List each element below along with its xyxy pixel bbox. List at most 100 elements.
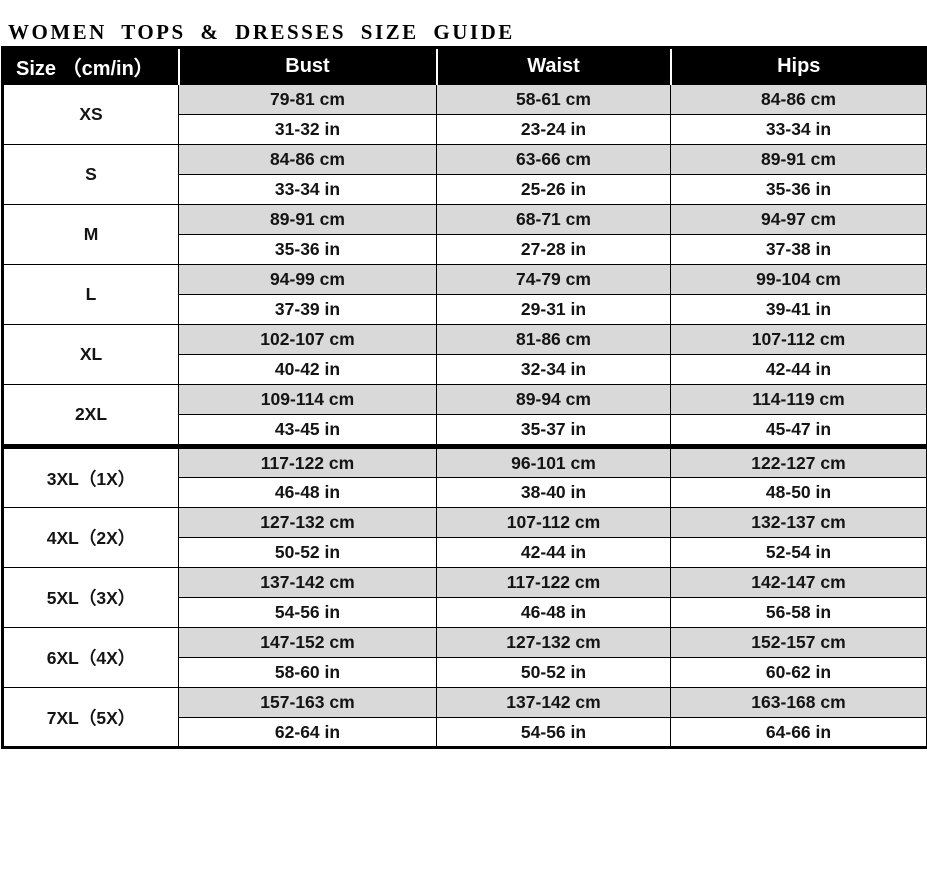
hips-in-cell: 37-38 in [670,234,927,265]
header-row: Size （cm/in） Bust Waist Hips [2,47,927,85]
waist-cm-cell: 74-79 cm [436,264,671,295]
hips-in-cell: 48-50 in [670,477,927,508]
hips-in-cell: 35-36 in [670,174,927,205]
size-row-cm: 3XL（1X） 117-122 cm 96-101 cm 122-127 cm [2,447,927,508]
waist-cm-cell: 63-66 cm [436,144,671,175]
size-label: 6XL（4X） [2,627,179,688]
bust-in-cell: 50-52 in [178,537,437,568]
waist-in-cell: 38-40 in [436,477,671,508]
bust-in-cell: 37-39 in [178,294,437,325]
plus-size-section-divider [2,443,927,449]
size-row-in: 54-56 in 46-48 in 56-58 in [3,597,927,628]
hips-cm-cell: 152-157 cm [670,627,927,658]
hips-cm-cell: 163-168 cm [670,687,927,718]
waist-cm-cell: 117-122 cm [436,567,671,598]
hips-in-cell: 33-34 in [670,114,927,145]
waist-cm-cell: 81-86 cm [436,324,671,355]
size-label: XS [2,84,179,145]
hips-cm-cell: 122-127 cm [670,447,927,478]
hips-in-cell: 42-44 in [670,354,927,385]
size-row-cm: XS 79-81 cm 58-61 cm 84-86 cm [2,84,927,145]
size-row-in: 46-48 in 38-40 in 48-50 in [3,477,927,508]
hips-cm-cell: 114-119 cm [670,384,927,415]
waist-in-cell: 32-34 in [436,354,671,385]
hips-in-cell: 64-66 in [670,717,927,748]
waist-in-cell: 27-28 in [436,234,671,265]
size-label: S [2,144,179,205]
hips-cm-cell: 132-137 cm [670,507,927,538]
waist-cm-cell: 96-101 cm [436,447,671,478]
waist-cm-cell: 58-61 cm [436,84,671,115]
size-row-in: 31-32 in 23-24 in 33-34 in [3,114,927,145]
bust-in-cell: 43-45 in [178,414,437,445]
size-row-cm: M 89-91 cm 68-71 cm 94-97 cm [2,204,927,265]
header-bust: Bust [177,47,437,85]
waist-in-cell: 25-26 in [436,174,671,205]
size-label: 2XL [2,384,179,445]
bust-in-cell: 31-32 in [178,114,437,145]
size-label: 7XL（5X） [2,687,179,748]
bust-cm-cell: 157-163 cm [178,687,437,718]
size-row-in: 58-60 in 50-52 in 60-62 in [3,657,927,688]
size-row-in: 62-64 in 54-56 in 64-66 in [3,717,927,748]
bust-cm-cell: 94-99 cm [178,264,437,295]
bust-in-cell: 40-42 in [178,354,437,385]
size-label: XL [2,324,179,385]
waist-in-cell: 35-37 in [436,414,671,445]
size-row-cm: 5XL（3X） 137-142 cm 117-122 cm 142-147 cm [2,567,927,628]
waist-in-cell: 29-31 in [436,294,671,325]
bust-in-cell: 46-48 in [178,477,437,508]
size-row-cm: 2XL 109-114 cm 89-94 cm 114-119 cm [2,384,927,445]
bust-in-cell: 35-36 in [178,234,437,265]
hips-cm-cell: 107-112 cm [670,324,927,355]
size-row-in: 35-36 in 27-28 in 37-38 in [3,234,927,265]
section-divider-bar [2,443,927,449]
waist-in-cell: 46-48 in [436,597,671,628]
bust-in-cell: 33-34 in [178,174,437,205]
size-guide-table: Size （cm/in） Bust Waist Hips XS 79-81 cm 5… [1,46,927,749]
size-row-cm: 4XL（2X） 127-132 cm 107-112 cm 132-137 cm [2,507,927,568]
hips-in-cell: 60-62 in [670,657,927,688]
size-label: 5XL（3X） [2,567,179,628]
waist-in-cell: 23-24 in [436,114,671,145]
hips-cm-cell: 142-147 cm [670,567,927,598]
bust-in-cell: 54-56 in [178,597,437,628]
hips-cm-cell: 89-91 cm [670,144,927,175]
bust-cm-cell: 137-142 cm [178,567,437,598]
size-row-cm: 6XL（4X） 147-152 cm 127-132 cm 152-157 cm [2,627,927,688]
bust-in-cell: 62-64 in [178,717,437,748]
bust-cm-cell: 102-107 cm [178,324,437,355]
hips-cm-cell: 94-97 cm [670,204,927,235]
size-row-cm: L 94-99 cm 74-79 cm 99-104 cm [2,264,927,325]
size-row-cm: XL 102-107 cm 81-86 cm 107-112 cm [2,324,927,385]
bust-cm-cell: 127-132 cm [178,507,437,538]
bust-cm-cell: 79-81 cm [178,84,437,115]
page-title: WOMEN TOPS & DRESSES SIZE GUIDE [8,20,515,44]
waist-in-cell: 54-56 in [436,717,671,748]
waist-in-cell: 50-52 in [436,657,671,688]
size-row-in: 33-34 in 25-26 in 35-36 in [3,174,927,205]
hips-in-cell: 39-41 in [670,294,927,325]
bust-cm-cell: 117-122 cm [178,447,437,478]
size-row-in: 40-42 in 32-34 in 42-44 in [3,354,927,385]
bust-cm-cell: 147-152 cm [178,627,437,658]
header-waist: Waist [435,47,671,85]
size-label: L [2,264,179,325]
hips-in-cell: 56-58 in [670,597,927,628]
size-row-in: 37-39 in 29-31 in 39-41 in [3,294,927,325]
header-size: Size （cm/in） [2,47,179,85]
hips-in-cell: 45-47 in [670,414,927,445]
waist-in-cell: 42-44 in [436,537,671,568]
size-row-in: 50-52 in 42-44 in 52-54 in [3,537,927,568]
hips-cm-cell: 84-86 cm [670,84,927,115]
size-label: 3XL（1X） [2,447,179,508]
bust-cm-cell: 89-91 cm [178,204,437,235]
waist-cm-cell: 137-142 cm [436,687,671,718]
size-label: M [2,204,179,265]
size-label: 4XL（2X） [2,507,179,568]
header-hips: Hips [669,47,927,85]
waist-cm-cell: 107-112 cm [436,507,671,538]
size-row-cm: 7XL（5X） 157-163 cm 137-142 cm 163-168 cm [2,687,927,748]
waist-cm-cell: 89-94 cm [436,384,671,415]
